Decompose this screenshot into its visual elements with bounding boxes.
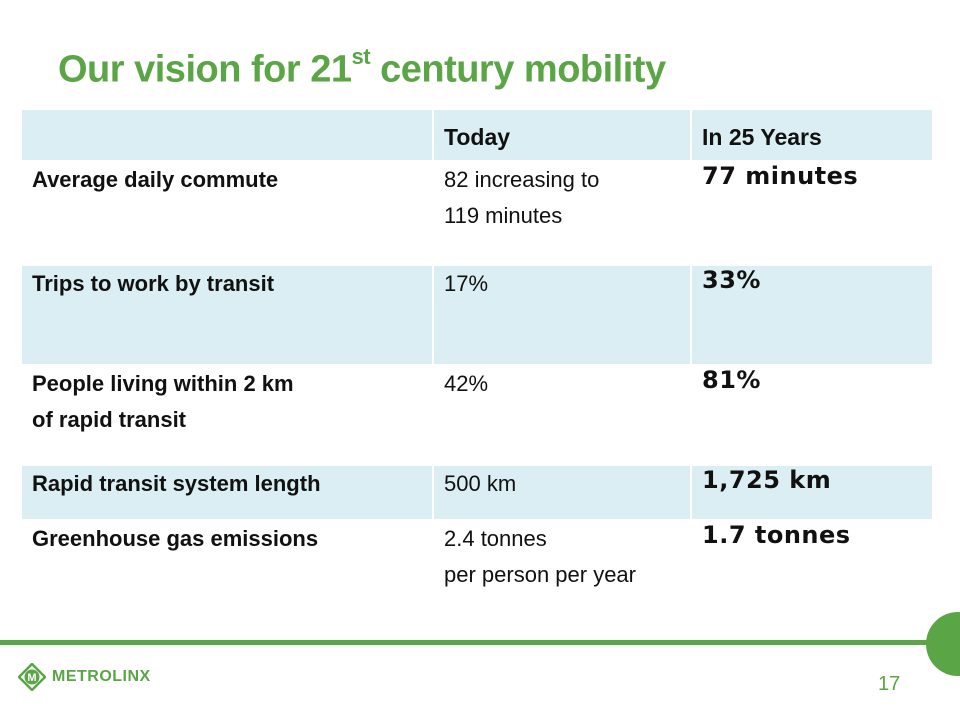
slide-title: Our vision for 21st century mobility <box>58 44 666 92</box>
row-label: Rapid transit system length <box>20 464 434 521</box>
today-value: 42% <box>432 364 692 466</box>
header-cell-in-25-years: In 25 Years <box>690 108 934 162</box>
today-value: 82 increasing to 119 minutes <box>432 160 692 266</box>
future-value: 1,725 km <box>690 464 934 521</box>
header-cell-today: Today <box>432 108 692 162</box>
future-value: 81% <box>690 364 934 466</box>
today-value: 17% <box>432 264 692 366</box>
row-label-line: of rapid transit <box>32 407 187 432</box>
title-main: Our vision for 21 <box>58 48 352 91</box>
page-number: 17 <box>878 673 901 695</box>
row-label: Greenhouse gas emissions <box>20 519 434 623</box>
metrolinx-logo: M METROLINX <box>18 663 151 691</box>
mobility-vision-table: Today In 25 Years Average daily commute … <box>20 108 934 623</box>
table-row: Rapid transit system length 500 km 1,725… <box>20 464 934 521</box>
future-value: 1.7 tonnes <box>690 519 934 623</box>
today-value-line: 17% <box>444 271 489 296</box>
table-row: Greenhouse gas emissions 2.4 tonnes per p… <box>20 519 934 623</box>
row-label-line: People living within 2 km <box>32 371 294 396</box>
today-value-line: 119 minutes <box>444 203 563 228</box>
row-label-line: Rapid transit system length <box>32 471 321 496</box>
today-value: 500 km <box>432 464 692 521</box>
row-label-line: Trips to work by transit <box>32 271 275 296</box>
row-label-line: Greenhouse gas emissions <box>32 526 319 551</box>
today-value-line: 500 km <box>444 471 517 496</box>
today-value-line: 82 increasing to <box>444 167 600 192</box>
row-label-line: Average daily commute <box>32 167 279 192</box>
today-value-line: per person per year <box>444 562 636 587</box>
logo-text: METROLINX <box>52 668 151 685</box>
future-value: 77 minutes <box>690 160 934 266</box>
table-row: Trips to work by transit 17% 33% <box>20 264 934 366</box>
title-superscript: st <box>351 44 371 69</box>
future-value: 33% <box>690 264 934 366</box>
today-value-line: 42% <box>444 371 489 396</box>
header-cell-empty <box>20 108 434 162</box>
today-value: 2.4 tonnes per person per year <box>432 519 692 623</box>
table-row: Average daily commute 82 increasing to 11… <box>20 160 934 266</box>
table-row: People living within 2 km of rapid transi… <box>20 364 934 466</box>
table-header-row: Today In 25 Years <box>20 108 934 162</box>
logo-mark-letter: M <box>27 672 36 684</box>
today-value-line: 2.4 tonnes <box>444 526 547 551</box>
row-label: Average daily commute <box>20 160 434 266</box>
metrolinx-logo-icon: M <box>18 663 46 691</box>
row-label: People living within 2 km of rapid transi… <box>20 364 434 466</box>
title-rest: century mobility <box>370 48 666 91</box>
footer-divider <box>0 640 945 645</box>
row-label: Trips to work by transit <box>20 264 434 366</box>
